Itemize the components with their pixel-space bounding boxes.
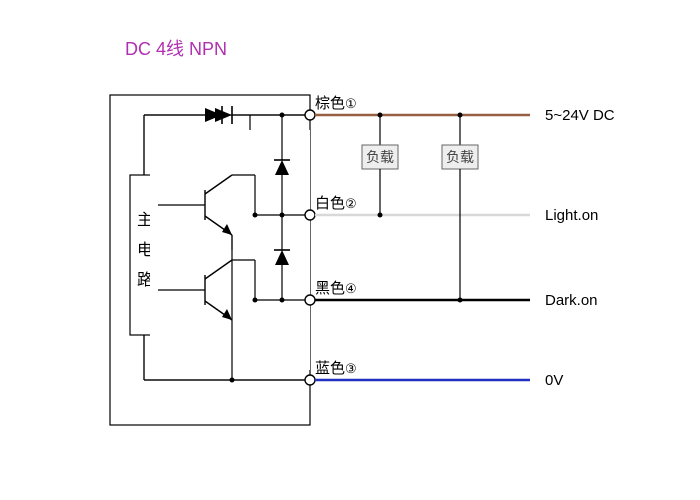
svg-text:负载: 负载 <box>366 149 394 165</box>
junction-dot <box>378 213 383 218</box>
load-2: 负载 <box>442 115 478 300</box>
label-white: 白色② <box>315 195 357 212</box>
junction-dot <box>458 113 463 118</box>
terminal-black <box>305 295 315 305</box>
junction-dot <box>253 298 258 303</box>
svg-text:负载: 负载 <box>446 149 474 165</box>
label-brown: 棕色① <box>315 95 357 112</box>
label-black: 黑色④ <box>315 280 357 297</box>
label-darkon: Dark.on <box>545 292 598 309</box>
label-vcc: 5~24V DC <box>545 107 615 124</box>
junction-dot <box>458 298 463 303</box>
diagram-title: DC 4线 NPN <box>125 39 227 59</box>
terminal-blue <box>305 375 315 385</box>
label-0v: 0V <box>545 372 563 389</box>
terminal-brown <box>305 110 315 120</box>
label-blue: 蓝色③ <box>315 360 357 377</box>
terminal-white <box>305 210 315 220</box>
label-lighton: Light.on <box>545 207 598 224</box>
junction-dot <box>280 298 285 303</box>
junction-dot <box>378 113 383 118</box>
junction-dot <box>253 213 258 218</box>
junction-dot <box>280 113 285 118</box>
load-1: 负载 <box>362 115 398 215</box>
